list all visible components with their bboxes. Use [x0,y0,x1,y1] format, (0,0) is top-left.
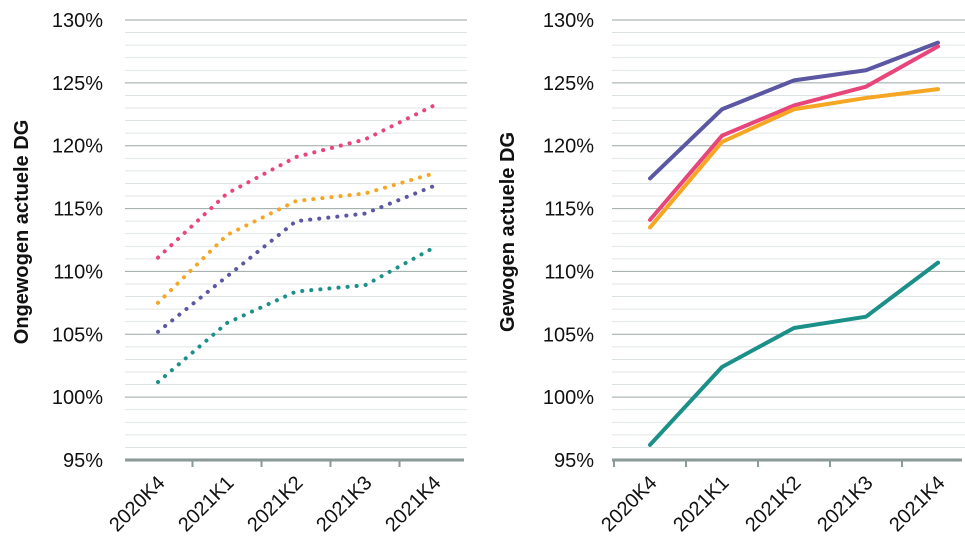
series-line-4 [648,260,940,447]
x-tick-label: 2020K4 [597,472,661,536]
y-tick-label: 125% [543,73,594,95]
y-tick-label: 100% [52,387,103,409]
series-line-1 [156,103,436,260]
y-tick-label: 125% [52,73,103,95]
x-tick-label: 2021K4 [885,472,949,536]
series-line-2 [648,44,940,222]
chart-panel-1: 95% 100% 105% 110% 115% 120% 125% 130% Ongewogen… [11,10,467,536]
y-tick-label: 130% [52,10,103,32]
x-tick-label: 2021K2 [243,472,307,536]
y-tick-label: 110% [53,261,103,283]
y-tick-label: 120% [52,136,103,158]
y-tick-label: 130% [543,10,594,32]
y-tick-label: 100% [543,387,594,409]
y-axis-title: Ongewogen actuele DG [11,120,33,344]
chart-panel-2: 95% 100% 105% 110% 115% 120% 125% 130% Gewogen a… [497,10,965,536]
series-line-3 [648,87,940,230]
y-tick-label: 115% [544,199,594,221]
y-tick-label: 95% [63,450,103,472]
y-tick-label: 110% [544,261,594,283]
y-axis-title: Gewogen actuele DG [497,132,519,332]
x-tick-label: 2021K4 [381,472,445,536]
y-tick-label: 105% [543,324,594,346]
x-tick-label: 2021K2 [741,472,805,536]
series-line-1 [648,40,940,181]
series-line-2 [156,171,436,305]
x-tick-label: 2021K1 [174,472,238,536]
x-tick-label: 2021K1 [669,472,733,536]
series-line-3 [156,183,436,334]
y-tick-label: 120% [543,136,594,158]
x-tick-label: 2021K3 [312,472,376,536]
series-line-4 [156,245,436,385]
y-tick-label: 115% [53,199,103,221]
x-tick-label: 2020K4 [105,472,169,536]
y-tick-label: 105% [52,324,103,346]
x-tick-label: 2021K3 [813,472,877,536]
y-tick-label: 95% [554,450,594,472]
